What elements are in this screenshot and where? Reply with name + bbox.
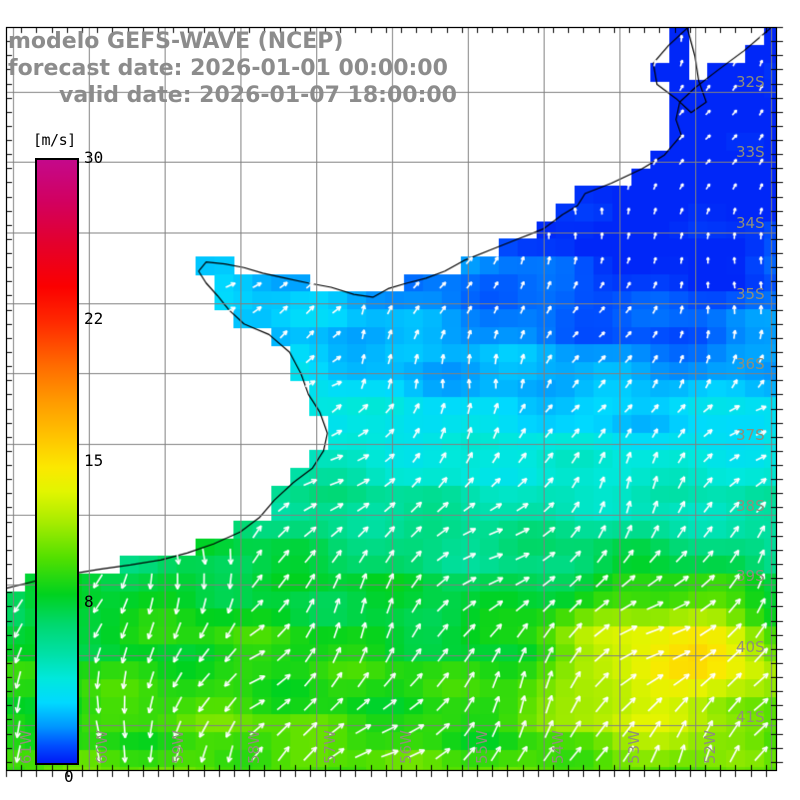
lat-label-41s: 41S [736,708,765,727]
lat-label-40s: 40S [736,637,765,656]
colorbar-tick-8: 8 [84,592,94,612]
colorbar-tick-15: 15 [84,450,104,470]
lon-label-52w: 52W [700,730,719,764]
lon-label-59w: 59W [168,730,187,764]
lon-label-61w: 61W [16,730,35,764]
lat-label-35s: 35S [736,284,765,303]
lon-label-58w: 58W [244,730,263,764]
lon-label-57w: 57W [320,730,339,764]
lat-label-38s: 38S [736,496,765,515]
colorbar-unit-label: [m/s] [33,131,76,149]
wind-direction-arrows [7,28,776,770]
colorbar-tick-0: 0 [64,767,74,786]
lat-label-33s: 33S [736,143,765,162]
lon-label-60w: 60W [92,730,111,764]
lat-label-37s: 37S [736,425,765,444]
lat-label-39s: 39S [736,567,765,586]
map-plot-area: 32S 33S 34S 35S 36S 37S 38S 39S 40S 41S 61W 60W 59W 5… [6,27,777,771]
lat-label-36s: 36S [736,355,765,374]
lat-label-34s: 34S [736,213,765,232]
colorbar-tick-22: 22 [84,308,104,328]
lat-label-32s: 32S [736,72,765,91]
lon-label-53w: 53W [624,730,643,764]
lon-label-55w: 55W [472,730,491,764]
colorbar [35,158,79,765]
colorbar-tick-30: 30 [84,148,104,167]
lon-label-54w: 54W [548,730,567,764]
lon-label-56w: 56W [396,730,415,764]
